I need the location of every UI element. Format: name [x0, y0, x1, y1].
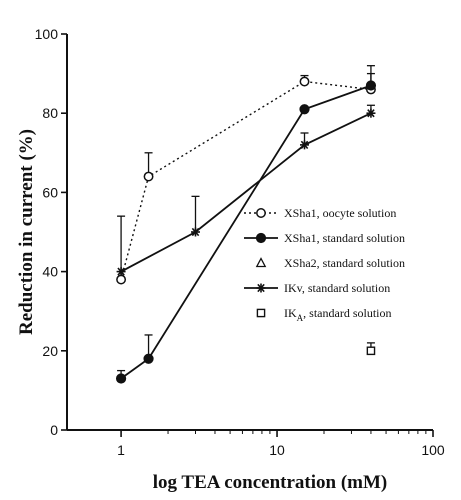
- legend-label: XSha1, oocyte solution: [284, 206, 396, 220]
- series-line: [120, 84, 372, 380]
- legend-item-4: IKv, standard solution: [244, 281, 390, 295]
- legend: XSha1, oocyte solution XSha1, standard so…: [244, 206, 405, 323]
- axes: 1 10 100 0 20 40 60 80 100: [35, 26, 445, 458]
- data-point: [300, 140, 310, 150]
- series-5: [366, 342, 376, 356]
- y-tick-label: 80: [42, 105, 58, 121]
- data-point: [299, 76, 310, 87]
- data-point: [115, 373, 127, 384]
- series-layer: [115, 65, 377, 384]
- y-tick-label: 20: [42, 343, 58, 359]
- legend-label: IKv, standard solution: [284, 281, 390, 295]
- y-tick-label: 0: [50, 422, 58, 438]
- data-point: [365, 80, 377, 91]
- y-tick-label: 100: [35, 26, 59, 42]
- series-4: [116, 104, 376, 277]
- series-line: [120, 112, 372, 273]
- legend-label: XSha2, standard solution: [284, 256, 405, 270]
- data-point: [299, 104, 310, 115]
- data-point: [143, 171, 154, 182]
- data-point: [190, 227, 200, 237]
- legend-item-3: XSha2, standard solution: [255, 256, 405, 270]
- legend-marker: [255, 257, 267, 268]
- legend-label: XSha1, standard solution: [284, 231, 405, 245]
- y-tick-label: 40: [42, 264, 58, 280]
- data-point: [366, 108, 376, 118]
- series-line: [120, 80, 372, 280]
- legend-item-1: XSha1, oocyte solution: [244, 206, 396, 220]
- series-2: [115, 65, 377, 384]
- legend-marker: [256, 308, 266, 318]
- y-axis-title: Reduction in current (%): [16, 129, 37, 335]
- legend-item-2: XSha1, standard solution: [244, 231, 405, 245]
- legend-marker: [256, 283, 266, 293]
- legend-item-5: IKA, standard solution: [256, 306, 392, 323]
- data-point: [143, 353, 154, 364]
- legend-marker: [255, 232, 267, 244]
- x-tick-label: 100: [421, 442, 445, 458]
- data-point: [116, 267, 126, 277]
- x-axis-title: log TEA concentration (mM): [153, 472, 388, 493]
- x-tick-label: 1: [117, 442, 125, 458]
- data-point: [116, 274, 127, 285]
- legend-label: IKA, standard solution: [284, 306, 392, 323]
- data-point: [366, 346, 376, 356]
- legend-marker: [256, 208, 266, 218]
- y-tick-label: 60: [42, 184, 58, 200]
- x-tick-label: 10: [269, 442, 285, 458]
